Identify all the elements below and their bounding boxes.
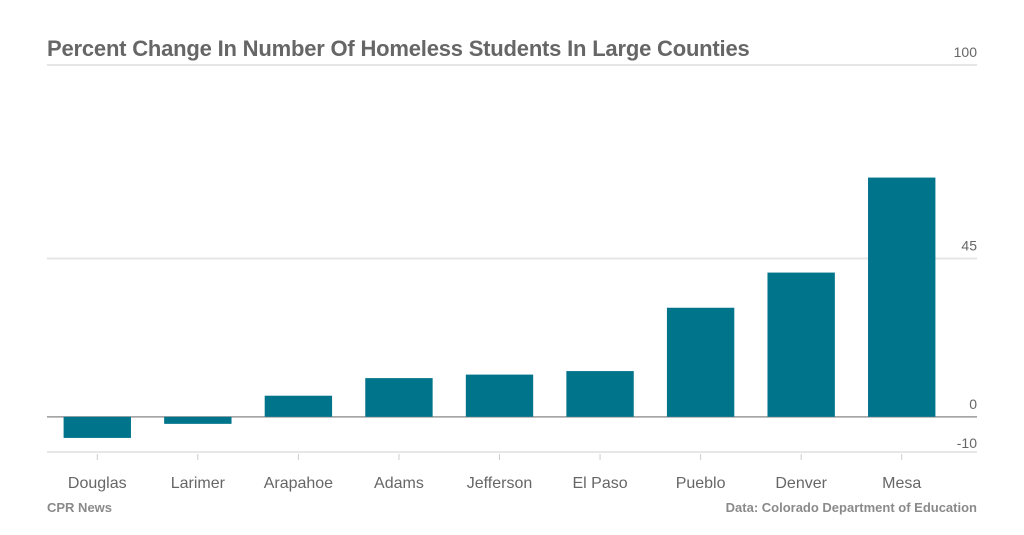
y-tick-label: 0 bbox=[969, 396, 977, 412]
bar-douglas bbox=[63, 416, 131, 438]
x-tick-label: El Paso bbox=[572, 475, 627, 492]
y-tick-label: 100 bbox=[954, 44, 978, 60]
y-tick-label: 45 bbox=[961, 238, 977, 254]
x-tick-label: Larimer bbox=[171, 475, 226, 492]
x-tick-label: Adams bbox=[374, 475, 424, 492]
bar-mesa bbox=[868, 177, 936, 417]
y-tick-label: -10 bbox=[957, 435, 977, 451]
bar-layer bbox=[63, 177, 936, 438]
bar-larimer bbox=[164, 416, 232, 424]
bar-el-paso bbox=[566, 371, 634, 417]
bar-adams bbox=[365, 378, 433, 417]
bar-denver bbox=[767, 272, 835, 417]
x-tick-label: Pueblo bbox=[676, 475, 726, 492]
source-label: Data: Colorado Department of Education bbox=[725, 500, 977, 515]
x-tick-label: Arapahoe bbox=[264, 475, 333, 492]
x-tick-label: Douglas bbox=[68, 475, 127, 492]
bar-jefferson bbox=[465, 374, 534, 417]
axis-layer: 100 45 0 -10 Douglas Larimer Arapahoe Adams Jeff… bbox=[68, 44, 977, 492]
bar-pueblo bbox=[666, 307, 735, 417]
credit-label: CPR News bbox=[47, 500, 113, 515]
bar-arapahoe bbox=[264, 395, 333, 417]
x-tick-label: Jefferson bbox=[467, 475, 533, 492]
x-tick-label: Denver bbox=[775, 475, 827, 492]
x-tick-label: Mesa bbox=[882, 475, 921, 492]
chart-title: Percent Change In Number Of Homeless Stu… bbox=[47, 36, 750, 61]
